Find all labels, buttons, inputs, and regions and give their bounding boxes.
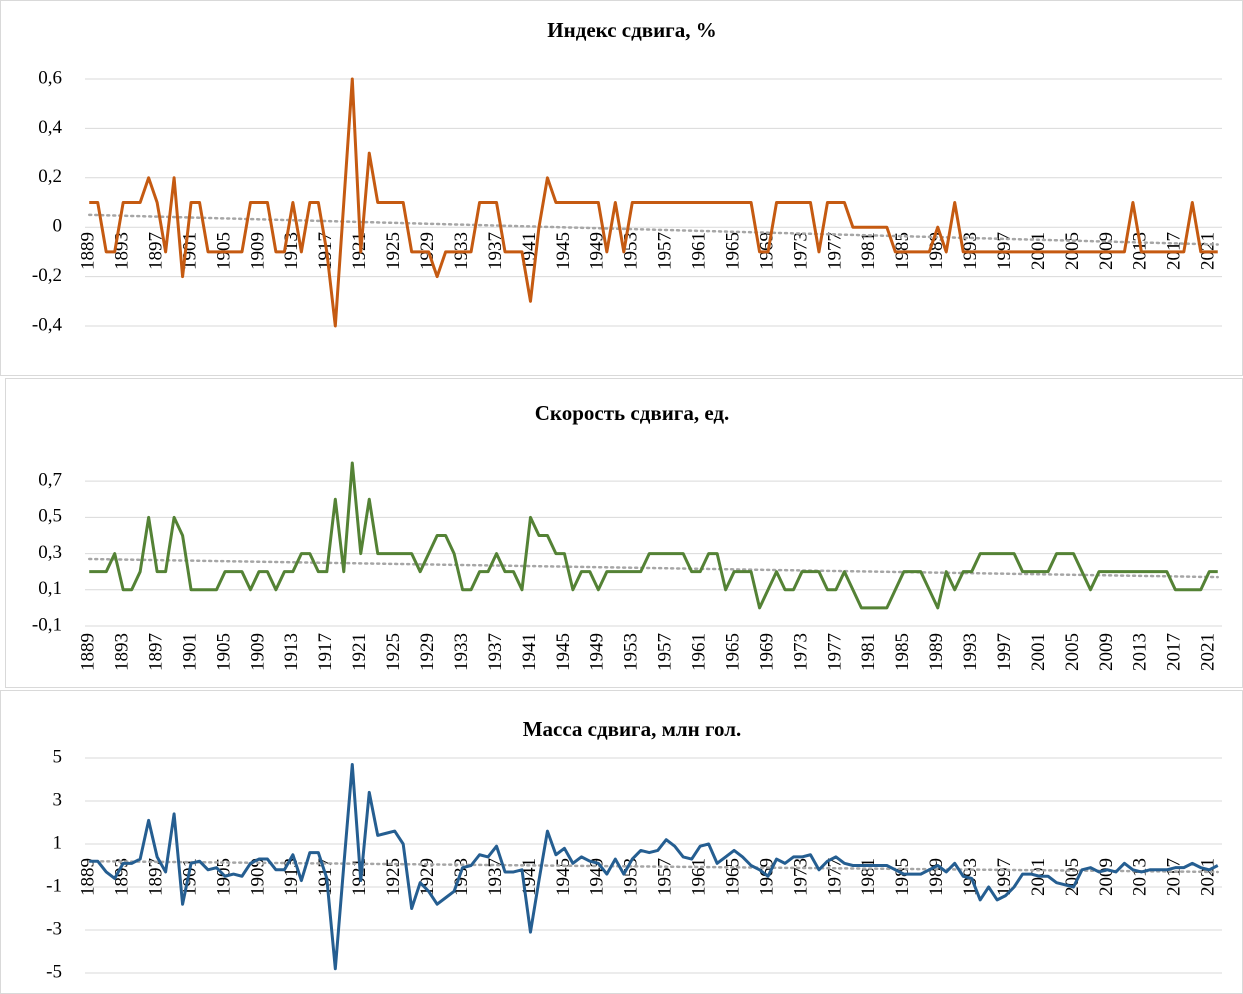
trend-line xyxy=(87,557,1220,579)
data-line xyxy=(89,762,1219,971)
x-tick-label: 1909 xyxy=(247,633,268,671)
x-tick-label: 1925 xyxy=(383,858,404,896)
y-tick-label: 0 xyxy=(53,216,63,237)
y-tick-label: -1 xyxy=(46,875,62,896)
panel xyxy=(0,0,1243,376)
x-tick-label: 1937 xyxy=(485,232,506,270)
x-tick-label: 1989 xyxy=(926,858,947,896)
y-tick-label: -0,2 xyxy=(32,265,62,286)
x-tick-label: 1973 xyxy=(790,858,811,896)
x-tick-label: 2021 xyxy=(1198,858,1219,896)
chart-title: Индекс сдвига, % xyxy=(547,18,716,42)
x-tick-label: 1909 xyxy=(247,232,268,270)
x-tick-label: 2017 xyxy=(1164,858,1185,896)
x-tick-label: 1913 xyxy=(281,633,302,671)
x-tick-label: 1985 xyxy=(892,858,913,896)
x-tick-label: 1921 xyxy=(349,633,370,671)
x-tick-label: 1937 xyxy=(485,633,506,671)
y-tick-label: 0,2 xyxy=(38,166,62,187)
y-tick-label: 0,5 xyxy=(38,506,62,527)
x-tick-label: 1997 xyxy=(994,858,1015,896)
x-tick-label: 1925 xyxy=(383,633,404,671)
x-tick-label: 1917 xyxy=(315,633,336,671)
x-tick-label: 1981 xyxy=(858,232,879,270)
y-tick-label: 5 xyxy=(53,746,63,767)
x-tick-label: 1909 xyxy=(247,858,268,896)
x-tick-label: 1945 xyxy=(553,232,574,270)
x-tick-label: 1977 xyxy=(824,633,845,671)
x-tick-label: 1949 xyxy=(587,232,608,270)
x-tick-label: 1945 xyxy=(553,858,574,896)
chart-title: Скорость сдвига, ед. xyxy=(535,401,730,425)
x-tick-label: 2009 xyxy=(1096,633,1117,671)
x-tick-label: 1953 xyxy=(621,633,642,671)
y-tick-label: -3 xyxy=(46,918,62,939)
x-tick-label: 1965 xyxy=(722,858,743,896)
x-tick-label: 1957 xyxy=(655,858,676,896)
x-tick-label: 1965 xyxy=(722,232,743,270)
y-tick-label: 0,7 xyxy=(38,470,62,491)
x-tick-label: 1941 xyxy=(519,633,540,671)
y-tick-label: 0,4 xyxy=(38,117,62,138)
x-tick-label: 1961 xyxy=(689,633,710,671)
data-line xyxy=(89,461,1218,610)
x-tick-label: 1981 xyxy=(858,633,879,671)
y-tick-label: 0,3 xyxy=(38,542,62,563)
x-tick-label: 1889 xyxy=(78,232,99,270)
x-tick-label: 1989 xyxy=(926,633,947,671)
x-tick-label: 1973 xyxy=(790,633,811,671)
x-tick-label: 2013 xyxy=(1130,633,1151,671)
x-tick-label: 1897 xyxy=(145,633,166,671)
y-tick-label: -0,1 xyxy=(32,614,62,635)
panel xyxy=(0,690,1243,994)
x-tick-label: 1957 xyxy=(655,232,676,270)
x-tick-label: 1961 xyxy=(689,858,710,896)
x-tick-label: 1901 xyxy=(179,858,200,896)
trend-line xyxy=(87,213,1220,246)
x-tick-label: 1957 xyxy=(655,633,676,671)
x-tick-label: 1981 xyxy=(858,858,879,896)
x-tick-label: 1977 xyxy=(824,858,845,896)
x-tick-label: 1897 xyxy=(145,858,166,896)
y-tick-label: -5 xyxy=(46,961,62,982)
data-line xyxy=(89,77,1218,328)
x-tick-label: 2021 xyxy=(1198,633,1219,671)
x-tick-label: 1937 xyxy=(485,858,506,896)
trend-line xyxy=(87,859,1220,874)
x-tick-label: 1997 xyxy=(994,633,1015,671)
x-tick-label: 1889 xyxy=(78,633,99,671)
x-tick-label: 1897 xyxy=(145,232,166,270)
x-tick-label: 1929 xyxy=(417,633,438,671)
x-tick-label: 1949 xyxy=(587,633,608,671)
x-tick-label: 1961 xyxy=(689,232,710,270)
x-tick-label: 1965 xyxy=(722,633,743,671)
x-tick-label: 1993 xyxy=(960,633,981,671)
x-tick-label: 1893 xyxy=(112,858,133,896)
x-tick-label: 1973 xyxy=(790,232,811,270)
x-tick-label: 1977 xyxy=(824,232,845,270)
x-tick-label: 1925 xyxy=(383,232,404,270)
x-tick-label: 1985 xyxy=(892,633,913,671)
y-tick-label: 3 xyxy=(53,789,63,810)
x-tick-label: 1933 xyxy=(451,633,472,671)
x-tick-label: 1889 xyxy=(78,858,99,896)
x-tick-label: 2013 xyxy=(1130,858,1151,896)
y-tick-label: -0,4 xyxy=(32,314,63,335)
panel xyxy=(5,378,1243,688)
x-tick-label: 2017 xyxy=(1164,633,1185,671)
x-tick-label: 1969 xyxy=(756,633,777,671)
y-tick-label: 0,6 xyxy=(38,67,62,88)
x-tick-label: 1901 xyxy=(179,633,200,671)
x-tick-label: 1905 xyxy=(213,633,234,671)
x-tick-label: 1893 xyxy=(112,633,133,671)
x-tick-label: 2009 xyxy=(1096,858,1117,896)
chart-title: Масса сдвига, млн гол. xyxy=(523,717,742,741)
y-tick-label: 0,1 xyxy=(38,578,62,599)
x-tick-label: 2005 xyxy=(1062,633,1083,671)
x-tick-label: 1945 xyxy=(553,633,574,671)
x-tick-label: 2001 xyxy=(1028,633,1049,671)
y-tick-label: 1 xyxy=(53,832,63,853)
